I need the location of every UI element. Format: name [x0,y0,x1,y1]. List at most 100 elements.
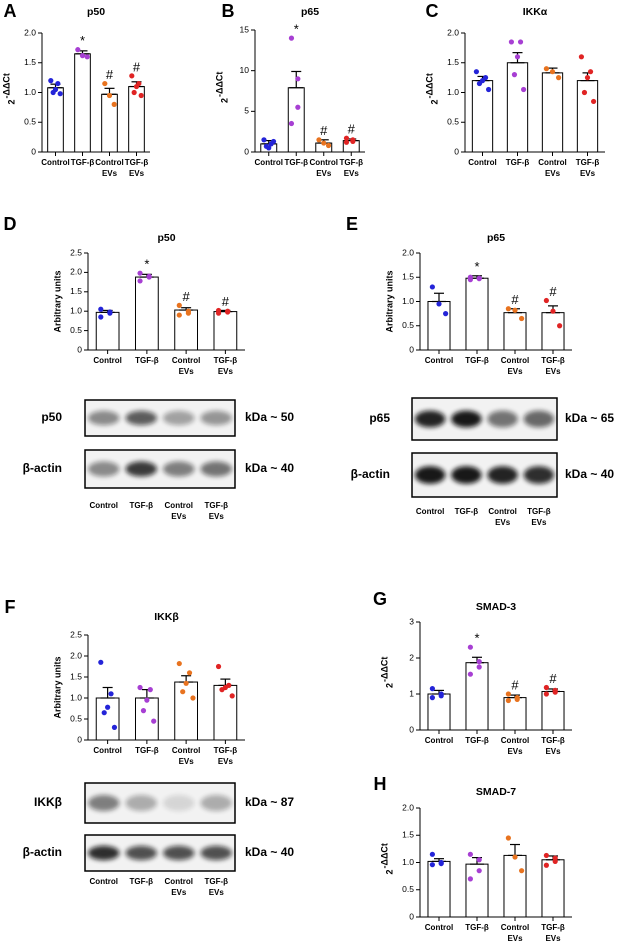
bar [287,87,305,153]
x-tick-label: Control [41,158,69,167]
y-tick-label: 1.5 [70,671,82,681]
data-point [514,696,520,703]
y-tick-label: 5 [244,106,249,116]
bar [465,863,489,918]
data-point [176,312,182,318]
y-tick-label: 2.0 [70,650,82,660]
x-tick-label: EVs [179,367,195,376]
x-tick-label: TGF-β [576,158,600,167]
panel-letter: E [346,214,358,234]
bar [541,312,565,351]
blot-band [163,461,195,477]
data-point [587,69,594,75]
blot-band [451,410,482,428]
chart-title: SMAD-3 [476,601,516,613]
blot-lane-label: Control [488,507,516,516]
y-tick-label: 0.5 [402,320,414,330]
y-tick-label: 2.0 [24,27,36,37]
data-point [555,75,562,81]
bar [541,690,565,731]
data-point [505,306,511,312]
x-tick-label: EVs [218,367,234,376]
y-axis-label: Arbitrary units [52,270,62,332]
blot-band [414,466,446,484]
data-point [147,687,153,693]
chart-title: p65 [487,232,505,244]
x-tick-label: EVs [545,169,561,178]
x-tick-label: Control [538,158,566,167]
significance-marker: # [549,671,557,686]
y-tick-label: 2.0 [70,267,82,277]
y-tick-label: 1.5 [447,57,459,67]
data-point [185,310,192,316]
data-point [325,142,332,149]
blot-size-label: kDa ~ 40 [245,461,294,475]
y-tick-label: 0 [31,146,36,156]
data-point [111,724,118,731]
x-tick-label: EVs [580,169,596,178]
bar [427,301,451,351]
data-point [443,311,449,317]
x-tick-label: EVs [545,747,561,756]
data-point [79,53,86,59]
bar [506,62,529,153]
blot-band [125,845,157,861]
x-tick-label: TGF-β [541,356,565,365]
chart-title: IKKα [523,6,548,18]
x-tick-label: Control [93,356,121,365]
y-tick-label: 2.5 [70,629,82,639]
data-point [429,686,435,692]
panel-letter: A [4,1,17,21]
data-point [520,86,527,93]
y-axis-label-base: 2 [6,99,16,104]
data-point [295,76,301,82]
x-tick-label: TGF-β [284,158,308,167]
blot-band [200,461,232,477]
blot-band [125,461,157,477]
data-point [476,664,482,670]
y-tick-label: 2.5 [70,247,82,257]
x-tick-label: Control [95,158,123,167]
y-tick-label: 1.0 [402,296,414,306]
blot-lane-label: EVs [495,518,511,527]
blot-lane-label: Control [90,877,118,886]
y-axis-label-exponent: -ΔΔCt [379,657,389,682]
y-axis-label-text: Arbitrary units [52,656,62,718]
y-tick-label: 0 [244,146,249,156]
blot-band [88,845,120,861]
data-point [543,862,549,868]
y-axis-label-text: Arbitrary units [52,270,62,332]
bar [541,72,564,153]
x-tick-label: EVs [507,367,523,376]
blot-band [200,795,232,811]
y-tick-label: 1 [409,688,414,698]
blot-row-label: β-actin [23,845,62,859]
x-tick-label: TGF-β [541,736,565,745]
y-axis-label: 2-ΔΔCt [379,843,394,874]
y-axis-label-base: 2 [219,98,229,103]
x-tick-label: Control [501,736,529,745]
y-axis-label: Arbitrary units [384,270,394,332]
data-point [476,857,482,863]
x-tick-label: EVs [179,757,195,766]
y-tick-label: 1.5 [24,57,36,67]
y-tick-label: 0.5 [402,884,414,894]
significance-marker: * [80,33,85,48]
data-point [590,98,597,105]
y-tick-label: 0 [409,911,414,921]
blot-lane-label: Control [165,877,193,886]
y-axis-label: 2-ΔΔCt [214,72,229,103]
data-point [476,80,483,87]
blot-size-label: kDa ~ 50 [245,410,294,424]
data-point [106,92,113,99]
significance-marker: * [474,259,479,274]
blot-size-label: kDa ~ 40 [245,845,294,859]
blot-lane-label: Control [416,507,444,516]
data-point [519,868,525,874]
data-point [108,691,114,697]
data-point [350,138,356,145]
x-tick-label: EVs [129,169,145,178]
significance-marker: # [549,284,557,299]
significance-marker: # [183,289,191,304]
